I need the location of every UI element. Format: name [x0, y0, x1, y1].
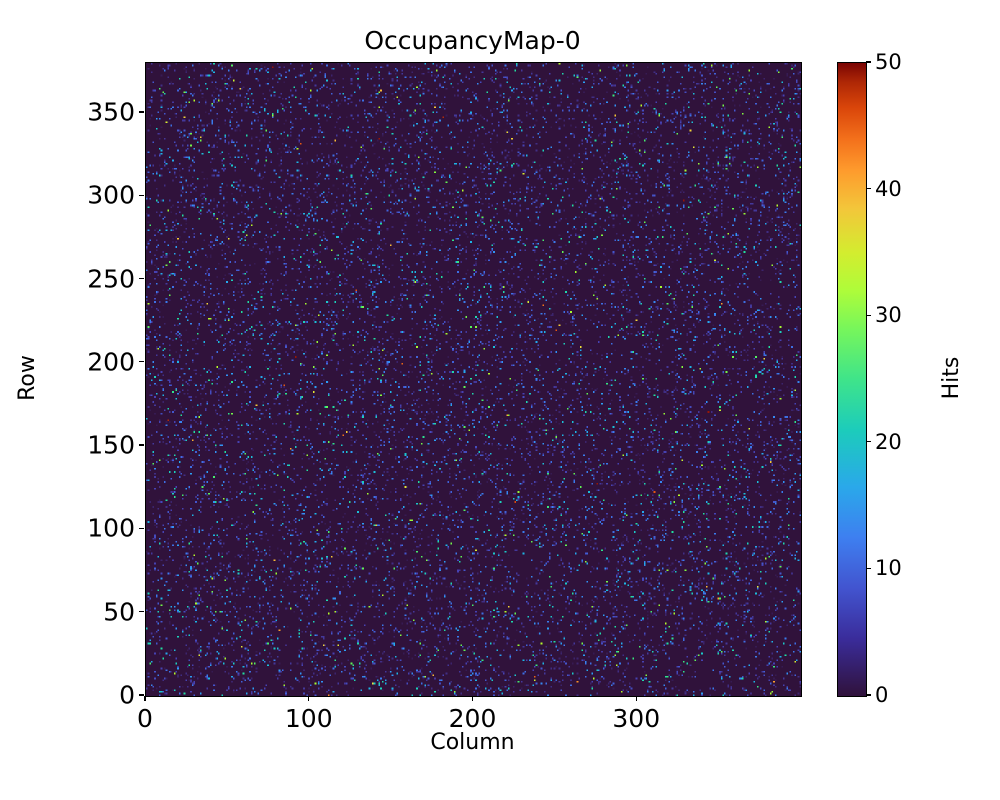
- x-tick-mark: [308, 696, 310, 702]
- y-tick-mark: [138, 611, 144, 613]
- y-tick-mark: [138, 361, 144, 363]
- y-tick-label: 350: [87, 97, 135, 127]
- colorbar[interactable]: [837, 62, 867, 697]
- colorbar-tick-mark: [866, 314, 872, 316]
- colorbar-tick-label: 50: [875, 50, 902, 74]
- heatmap-plot-area[interactable]: [145, 62, 802, 697]
- y-tick-mark: [138, 694, 144, 696]
- x-tick-mark: [471, 696, 474, 702]
- y-tick-mark: [138, 111, 144, 113]
- x-tick-label: 300: [612, 704, 661, 733]
- x-tick-label: 200: [448, 704, 497, 733]
- y-tick-mark: [138, 194, 144, 196]
- y-tick-label: 300: [87, 180, 135, 210]
- y-axis-label: Row: [15, 355, 40, 401]
- colorbar-tick-label: 30: [875, 303, 902, 328]
- colorbar-tick-label: 40: [875, 176, 902, 201]
- colorbar-tick-mark: [866, 694, 872, 696]
- y-tick-label: 0: [119, 680, 135, 710]
- colorbar-tick-mark: [866, 567, 872, 570]
- page-title: OccupancyMap-0: [364, 26, 581, 55]
- colorbar-label: Hits: [939, 356, 964, 400]
- y-tick-label: 250: [87, 264, 135, 294]
- y-tick-label: 50: [103, 597, 135, 627]
- y-tick-mark: [138, 277, 144, 280]
- colorbar-tick-label: 10: [875, 556, 902, 581]
- y-tick-mark: [138, 444, 144, 446]
- heatmap-image: [146, 63, 801, 696]
- y-tick-label: 200: [87, 347, 135, 377]
- y-tick-label: 100: [87, 513, 135, 543]
- colorbar-tick-mark: [866, 441, 872, 443]
- x-tick-label: 0: [137, 704, 153, 733]
- colorbar-tick-mark: [866, 61, 872, 63]
- y-tick-label: 150: [87, 430, 135, 460]
- colorbar-tick-mark: [866, 187, 872, 190]
- colorbar-tick-label: 20: [875, 429, 902, 454]
- colorbar-tick-label: 0: [875, 683, 889, 707]
- x-tick-label: 100: [284, 704, 333, 733]
- y-tick-mark: [138, 527, 144, 530]
- x-tick-mark: [144, 696, 146, 702]
- x-tick-mark: [635, 696, 637, 702]
- x-axis-label: Column: [430, 730, 515, 755]
